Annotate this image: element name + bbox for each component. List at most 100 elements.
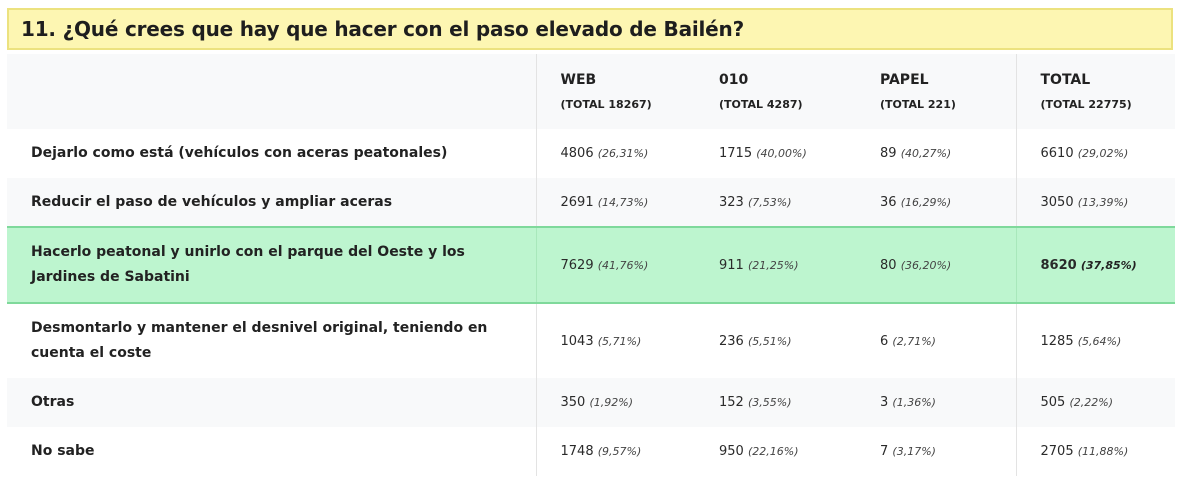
cell-count: 236 [719,333,744,349]
cell-010: 950 (22,16%) [695,427,856,476]
column-header-papel: PAPEL (TOTAL 221) [856,54,1016,129]
cell-percent: (40,00%) [756,147,807,160]
cell-total: 505 (2,22%) [1015,378,1175,427]
cell-percent: (13,39%) [1077,195,1129,209]
cell-web: 7629 (41,76%) [535,226,695,304]
cell-percent: (41,76%) [597,258,649,272]
cell-papel: 80 (36,20%) [856,226,1016,304]
cell-count: 6610 [1040,146,1074,161]
cell-papel: 7 (3,17%) [856,427,1016,476]
cell-percent: (9,57%) [597,445,642,458]
column-header-label: PAPEL [880,72,929,88]
cell-010: 911 (21,25%) [695,226,856,304]
cell-papel: 3 (1,36%) [856,378,1016,427]
cell-percent: (22,16%) [747,445,799,458]
cell-percent: (14,73%) [597,195,649,209]
cell-count: 7 [880,444,889,459]
cell-count: 950 [719,444,744,459]
cell-010: 323 (7,53%) [695,178,856,227]
results-table: WEB (TOTAL 18267) 010 (TOTAL 4287) PAPEL… [7,54,1175,476]
cell-papel: 89 (40,27%) [856,129,1016,178]
column-header-label: TOTAL [1040,72,1091,88]
column-header-label: WEB [560,72,597,88]
cell-count: 6 [880,333,889,349]
column-header-010: 010 (TOTAL 4287) [695,54,856,129]
cell-total: 8620 (37,85%) [1015,226,1175,304]
table-row: Dejarlo como está (vehículos con aceras … [7,129,1175,178]
header-empty-cell [7,54,536,129]
cell-count: 1043 [560,333,594,349]
cell-010: 1715 (40,00%) [695,129,856,178]
cell-percent: (11,88%) [1077,445,1129,458]
row-label: Dejarlo como está (vehículos con aceras … [31,145,448,161]
table-header-row: WEB (TOTAL 18267) 010 (TOTAL 4287) PAPEL… [7,54,1175,129]
cell-percent: (40,27%) [900,147,952,160]
cell-count: 7629 [560,257,594,273]
cell-percent: (37,85%) [1080,258,1137,272]
cell-web: 2691 (14,73%) [535,178,695,227]
cell-percent: (5,71%) [597,334,642,348]
row-label: Otras [31,394,75,410]
cell-percent: (36,20%) [900,258,952,272]
column-header-total: (TOTAL 221) [880,98,956,111]
cell-percent: (21,25%) [747,258,799,272]
cell-count: 2705 [1040,444,1074,459]
column-header-total: (TOTAL 18267) [560,98,652,111]
cell-percent: (2,71%) [892,334,936,348]
cell-count: 4806 [560,146,594,161]
table-row: Reducir el paso de vehículos y ampliar a… [7,178,1175,227]
cell-percent: (5,51%) [747,334,792,348]
table-row-highlighted: Hacerlo peatonal y unirlo con el parque … [7,226,1175,304]
cell-percent: (29,02%) [1077,147,1129,160]
cell-count: 152 [719,395,744,410]
cell-count: 3 [880,395,889,410]
cell-percent: (2,22%) [1069,396,1113,409]
cell-count: 1715 [719,146,753,161]
table-row: Otras 350 (1,92%) 152 (3,55%) 3 (1,36%) … [7,378,1175,427]
cell-percent: (7,53%) [747,195,792,209]
cell-percent: (5,64%) [1077,334,1122,348]
question-title-bar: 11. ¿Qué crees que hay que hacer con el … [7,8,1173,50]
cell-count: 1285 [1040,333,1074,349]
cell-count: 8620 [1040,257,1077,273]
cell-count: 36 [880,194,897,210]
cell-count: 323 [719,194,744,210]
cell-010: 152 (3,55%) [695,378,856,427]
cell-papel: 6 (2,71%) [856,303,1016,378]
table-row: Desmontarlo y mantener el desnivel origi… [7,303,1175,378]
cell-percent: (3,17%) [892,445,936,458]
row-label: Reducir el paso de vehículos y ampliar a… [31,193,393,210]
cell-total: 1285 (5,64%) [1015,303,1175,378]
column-header-total: (TOTAL 22775) [1040,98,1132,111]
cell-web: 4806 (26,31%) [535,129,695,178]
cell-total: 2705 (11,88%) [1015,427,1175,476]
row-label: Desmontarlo y mantener el desnivel origi… [31,320,488,361]
question-title: 11. ¿Qué crees que hay que hacer con el … [21,17,744,41]
cell-total: 3050 (13,39%) [1015,178,1175,227]
cell-count: 505 [1040,395,1066,410]
column-header-label: 010 [719,72,749,88]
cell-count: 89 [880,146,897,161]
row-label: No sabe [31,443,95,459]
cell-percent: (1,92%) [589,396,633,409]
cell-total: 6610 (29,02%) [1015,129,1175,178]
column-header-total-col: TOTAL (TOTAL 22775) [1015,54,1175,129]
cell-percent: (1,36%) [892,396,936,409]
table-row: No sabe 1748 (9,57%) 950 (22,16%) 7 (3,1… [7,427,1175,476]
column-header-total: (TOTAL 4287) [719,98,803,111]
cell-count: 3050 [1040,194,1074,210]
column-header-web: WEB (TOTAL 18267) [535,54,695,129]
cell-count: 1748 [560,444,594,459]
cell-010: 236 (5,51%) [695,303,856,378]
row-label: Hacerlo peatonal y unirlo con el parque … [7,226,536,304]
cell-web: 350 (1,92%) [535,378,695,427]
cell-count: 2691 [560,194,594,210]
cell-percent: (16,29%) [900,195,952,209]
cell-percent: (26,31%) [597,147,649,160]
cell-count: 350 [560,395,586,410]
cell-papel: 36 (16,29%) [856,178,1016,227]
cell-count: 911 [719,257,744,273]
cell-web: 1748 (9,57%) [535,427,695,476]
cell-count: 80 [880,257,897,273]
